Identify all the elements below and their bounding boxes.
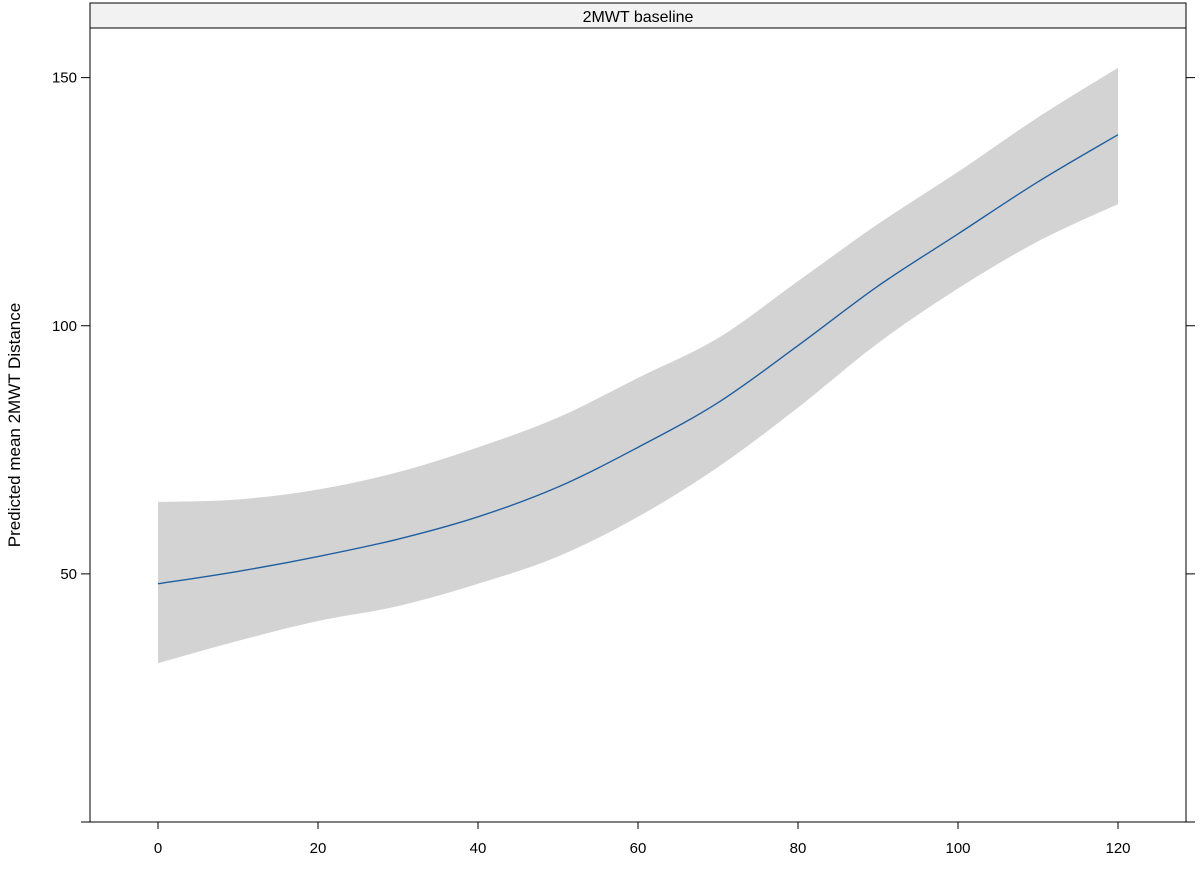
prediction-line (157, 134, 1119, 585)
panel-strip (89, 2, 1187, 29)
panel-strip-label: 2MWT baseline (583, 9, 694, 26)
series-line-layer (157, 134, 1119, 585)
y-tick-label: 100 (52, 318, 77, 335)
x-axis: 0 20 40 60 80 100 120 (154, 822, 1131, 857)
confidence-band-layer (158, 67, 1118, 664)
x-tick-label: 100 (945, 840, 970, 857)
x-tick-label: 120 (1105, 840, 1130, 857)
x-tick-label: 20 (310, 840, 327, 857)
confidence-band (158, 67, 1118, 664)
y-axis-title: Predicted mean 2MWT Distance (5, 303, 24, 547)
x-tick-label: 0 (154, 840, 162, 857)
x-tick-label: 60 (630, 840, 647, 857)
y-tick-label: 150 (52, 70, 77, 87)
y-tick-label: 50 (60, 566, 77, 583)
x-tick-label: 80 (790, 840, 807, 857)
y-axis: 50 100 150 (52, 70, 1195, 823)
x-tick-label: 40 (470, 840, 487, 857)
